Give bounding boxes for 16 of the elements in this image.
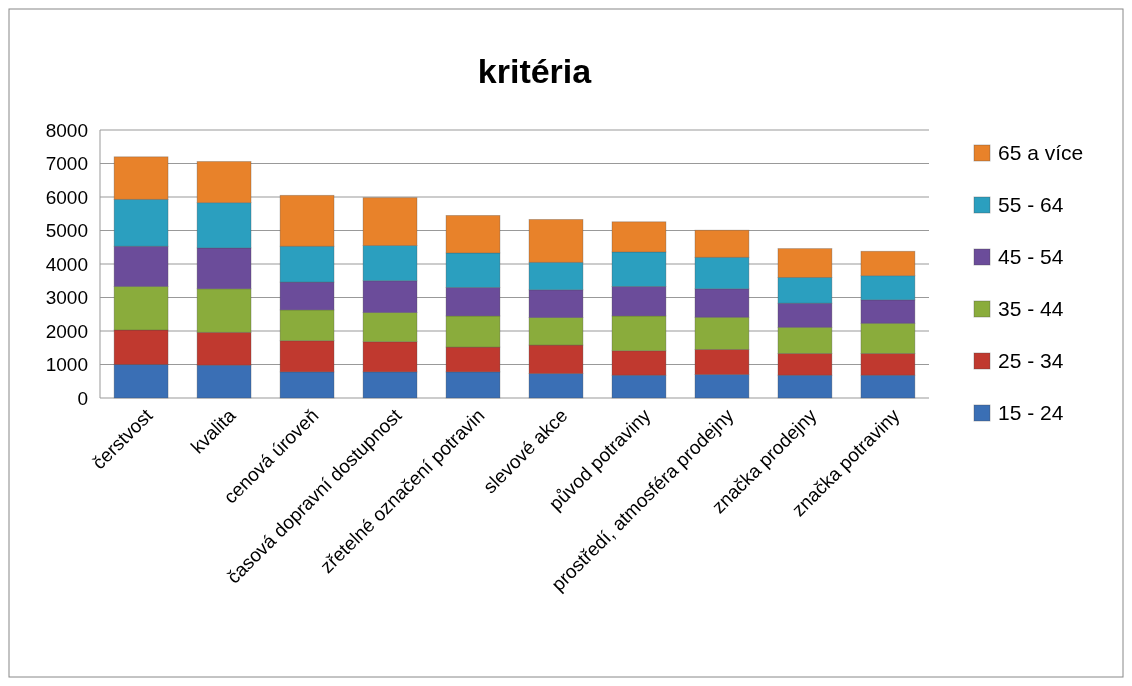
y-tick-label: 0: [77, 387, 88, 409]
legend-label: 65 a více: [998, 141, 1084, 165]
y-tick-label: 4000: [45, 253, 88, 275]
y-tick-label: 8000: [45, 119, 88, 141]
y-tick-label: 1000: [45, 354, 88, 376]
y-tick-label: 2000: [45, 320, 88, 342]
y-tick-label: 7000: [45, 153, 88, 175]
y-tick-label: 6000: [45, 186, 88, 208]
legend-label: 25 - 34: [998, 349, 1064, 373]
legend-label: 55 - 64: [998, 193, 1064, 217]
legend-label: 35 - 44: [998, 297, 1064, 321]
legend-label: 15 - 24: [998, 401, 1064, 425]
y-tick-label: 5000: [45, 220, 88, 242]
chart-title: kritéria: [477, 52, 593, 90]
y-tick-label: 3000: [45, 287, 88, 309]
legend-label: 45 - 54: [998, 245, 1064, 269]
